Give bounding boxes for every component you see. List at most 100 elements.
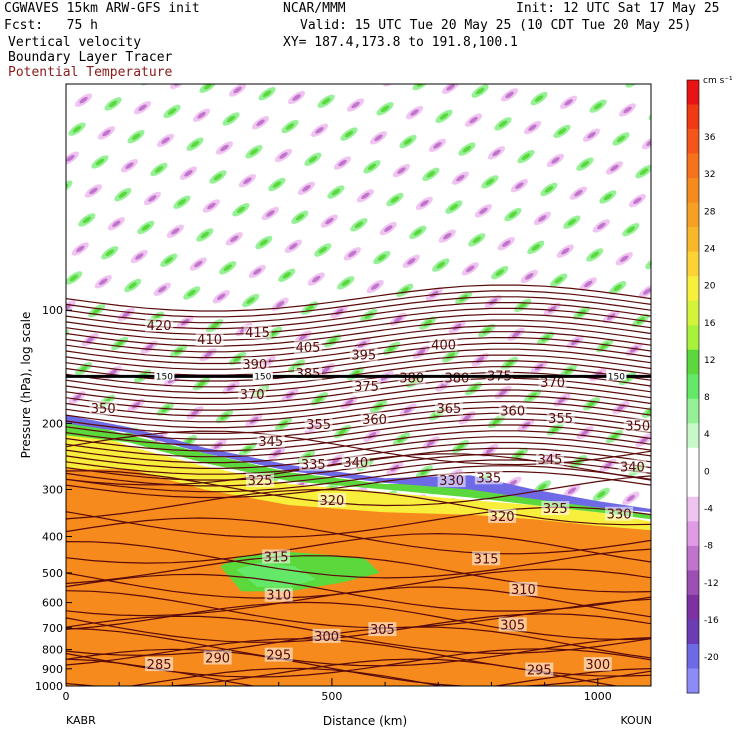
theta-label-bg: [264, 647, 293, 662]
colorbar-tick-label: -16: [704, 616, 719, 626]
field-band: [66, 415, 651, 513]
theta-contour-labels: 4204104154053954003903853803803753753703…: [89, 317, 652, 679]
theta-label-bg: [472, 551, 501, 566]
theta-contour-line: [66, 406, 651, 434]
theta-label: 375: [354, 380, 379, 395]
theta-label: 300: [585, 658, 610, 673]
header-init: Init: 12 UTC Sat 17 May 25: [516, 1, 720, 16]
tropopause-marker-label: 150: [608, 372, 625, 382]
colorbar-swatch: [687, 202, 699, 228]
theta-contour-line: [66, 360, 651, 388]
y-tick-label: 200: [42, 417, 63, 430]
theta-contour-line: [66, 313, 651, 341]
theta-contour-line: [66, 568, 651, 599]
theta-label: 305: [370, 623, 395, 638]
colorbar-tick-label: -4: [704, 505, 713, 515]
theta-contour-line: [66, 638, 651, 677]
theta-label: 370: [240, 388, 265, 403]
theta-label-bg: [509, 581, 538, 596]
theta-label: 320: [319, 494, 344, 509]
theta-label: 295: [527, 664, 552, 679]
colorbar-swatch: [687, 276, 699, 302]
theta-contour-line: [66, 615, 651, 655]
theta-label-bg: [304, 417, 333, 431]
theta-contour-line: [66, 284, 651, 312]
theta-label: 380: [399, 372, 424, 387]
tropopause-marker-label: 150: [156, 372, 173, 382]
theta-label: 405: [296, 341, 321, 356]
colorbar-tick-label: 0: [704, 467, 710, 477]
theta-contour-line: [66, 541, 651, 579]
theta-label-bg: [262, 549, 291, 564]
theta-label-bg: [89, 400, 118, 415]
theta-label: 415: [245, 326, 270, 341]
header-field-boundary-layer: Boundary Layer Tracer: [8, 50, 173, 65]
theta-label-bg: [256, 433, 285, 448]
theta-label-bg: [294, 339, 322, 354]
colorbar-tick-label: 16: [704, 319, 716, 329]
theta-label-bg: [317, 493, 346, 508]
theta-label-bg: [243, 325, 272, 339]
y-tick-label: 300: [42, 484, 63, 497]
colorbar-swatch: [687, 619, 699, 645]
theta-contour-line: [66, 395, 651, 423]
plot-frame: [65, 83, 652, 687]
colorbar-swatch: [687, 178, 699, 204]
theta-label: 330: [607, 508, 632, 523]
theta-label: 335: [476, 471, 501, 486]
theta-label: 360: [362, 413, 387, 428]
y-tick-label: 700: [42, 622, 63, 635]
theta-label-bg: [525, 662, 554, 677]
tropopause-marker-bg: [154, 372, 175, 381]
theta-label: 320: [490, 510, 515, 525]
theta-label: 325: [248, 474, 273, 489]
header-xy: XY= 187.4,173.8 to 191.8,100.1: [283, 35, 518, 50]
x-axis-title: Distance (km): [323, 714, 407, 728]
theta-label-bg: [360, 412, 389, 427]
theta-contour-line: [66, 573, 651, 612]
x-endpoint-label-left: KABR: [66, 714, 96, 727]
theta-label: 385: [296, 367, 321, 382]
theta-label: 420: [147, 319, 172, 334]
theta-label-bg: [352, 378, 381, 393]
theta-label: 365: [436, 402, 461, 417]
theta-label: 300: [314, 630, 339, 645]
colorbar-swatch: [687, 668, 699, 694]
theta-label: 350: [625, 420, 650, 435]
theta-contour-line: [66, 430, 651, 458]
theta-label-bg: [437, 473, 466, 488]
theta-label: 345: [538, 453, 563, 468]
theta-label: 305: [500, 618, 525, 633]
y-tick-label: 800: [42, 644, 63, 657]
theta-label: 395: [351, 349, 376, 364]
colorbar-swatch: [687, 644, 699, 669]
y-tick-label: 500: [42, 567, 63, 580]
theta-contour-line: [66, 325, 651, 353]
theta-contour-line: [66, 648, 651, 686]
theta-label-bg: [349, 347, 378, 362]
theta-label-bg: [238, 386, 267, 401]
theta-label: 335: [301, 458, 326, 473]
theta-contour-line: [66, 627, 651, 667]
theta-label: 310: [511, 583, 536, 598]
theta-contour-line: [66, 658, 620, 686]
theta-contour-line: [66, 401, 651, 429]
colorbar-swatch: [687, 104, 699, 130]
colorbar-tick-label: -20: [704, 653, 719, 663]
y-tick-label: 400: [42, 531, 63, 544]
theta-label-bg: [618, 459, 647, 474]
theta-label: 390: [242, 358, 267, 373]
theta-label: 360: [500, 405, 525, 420]
colorbar-swatch: [687, 129, 699, 154]
theta-contour-line: [66, 471, 651, 499]
theta-label-bg: [474, 470, 503, 485]
colorbar-frame: [686, 79, 700, 694]
theta-contour-line: [66, 601, 651, 641]
theta-contour-line: [66, 424, 651, 452]
theta-label-bg: [488, 509, 517, 523]
field-band: [236, 562, 316, 587]
theta-label: 350: [91, 402, 116, 417]
theta-label: 295: [266, 649, 291, 664]
theta-label-bg: [541, 501, 570, 515]
header-field-potential-temperature: Potential Temperature: [8, 65, 173, 80]
